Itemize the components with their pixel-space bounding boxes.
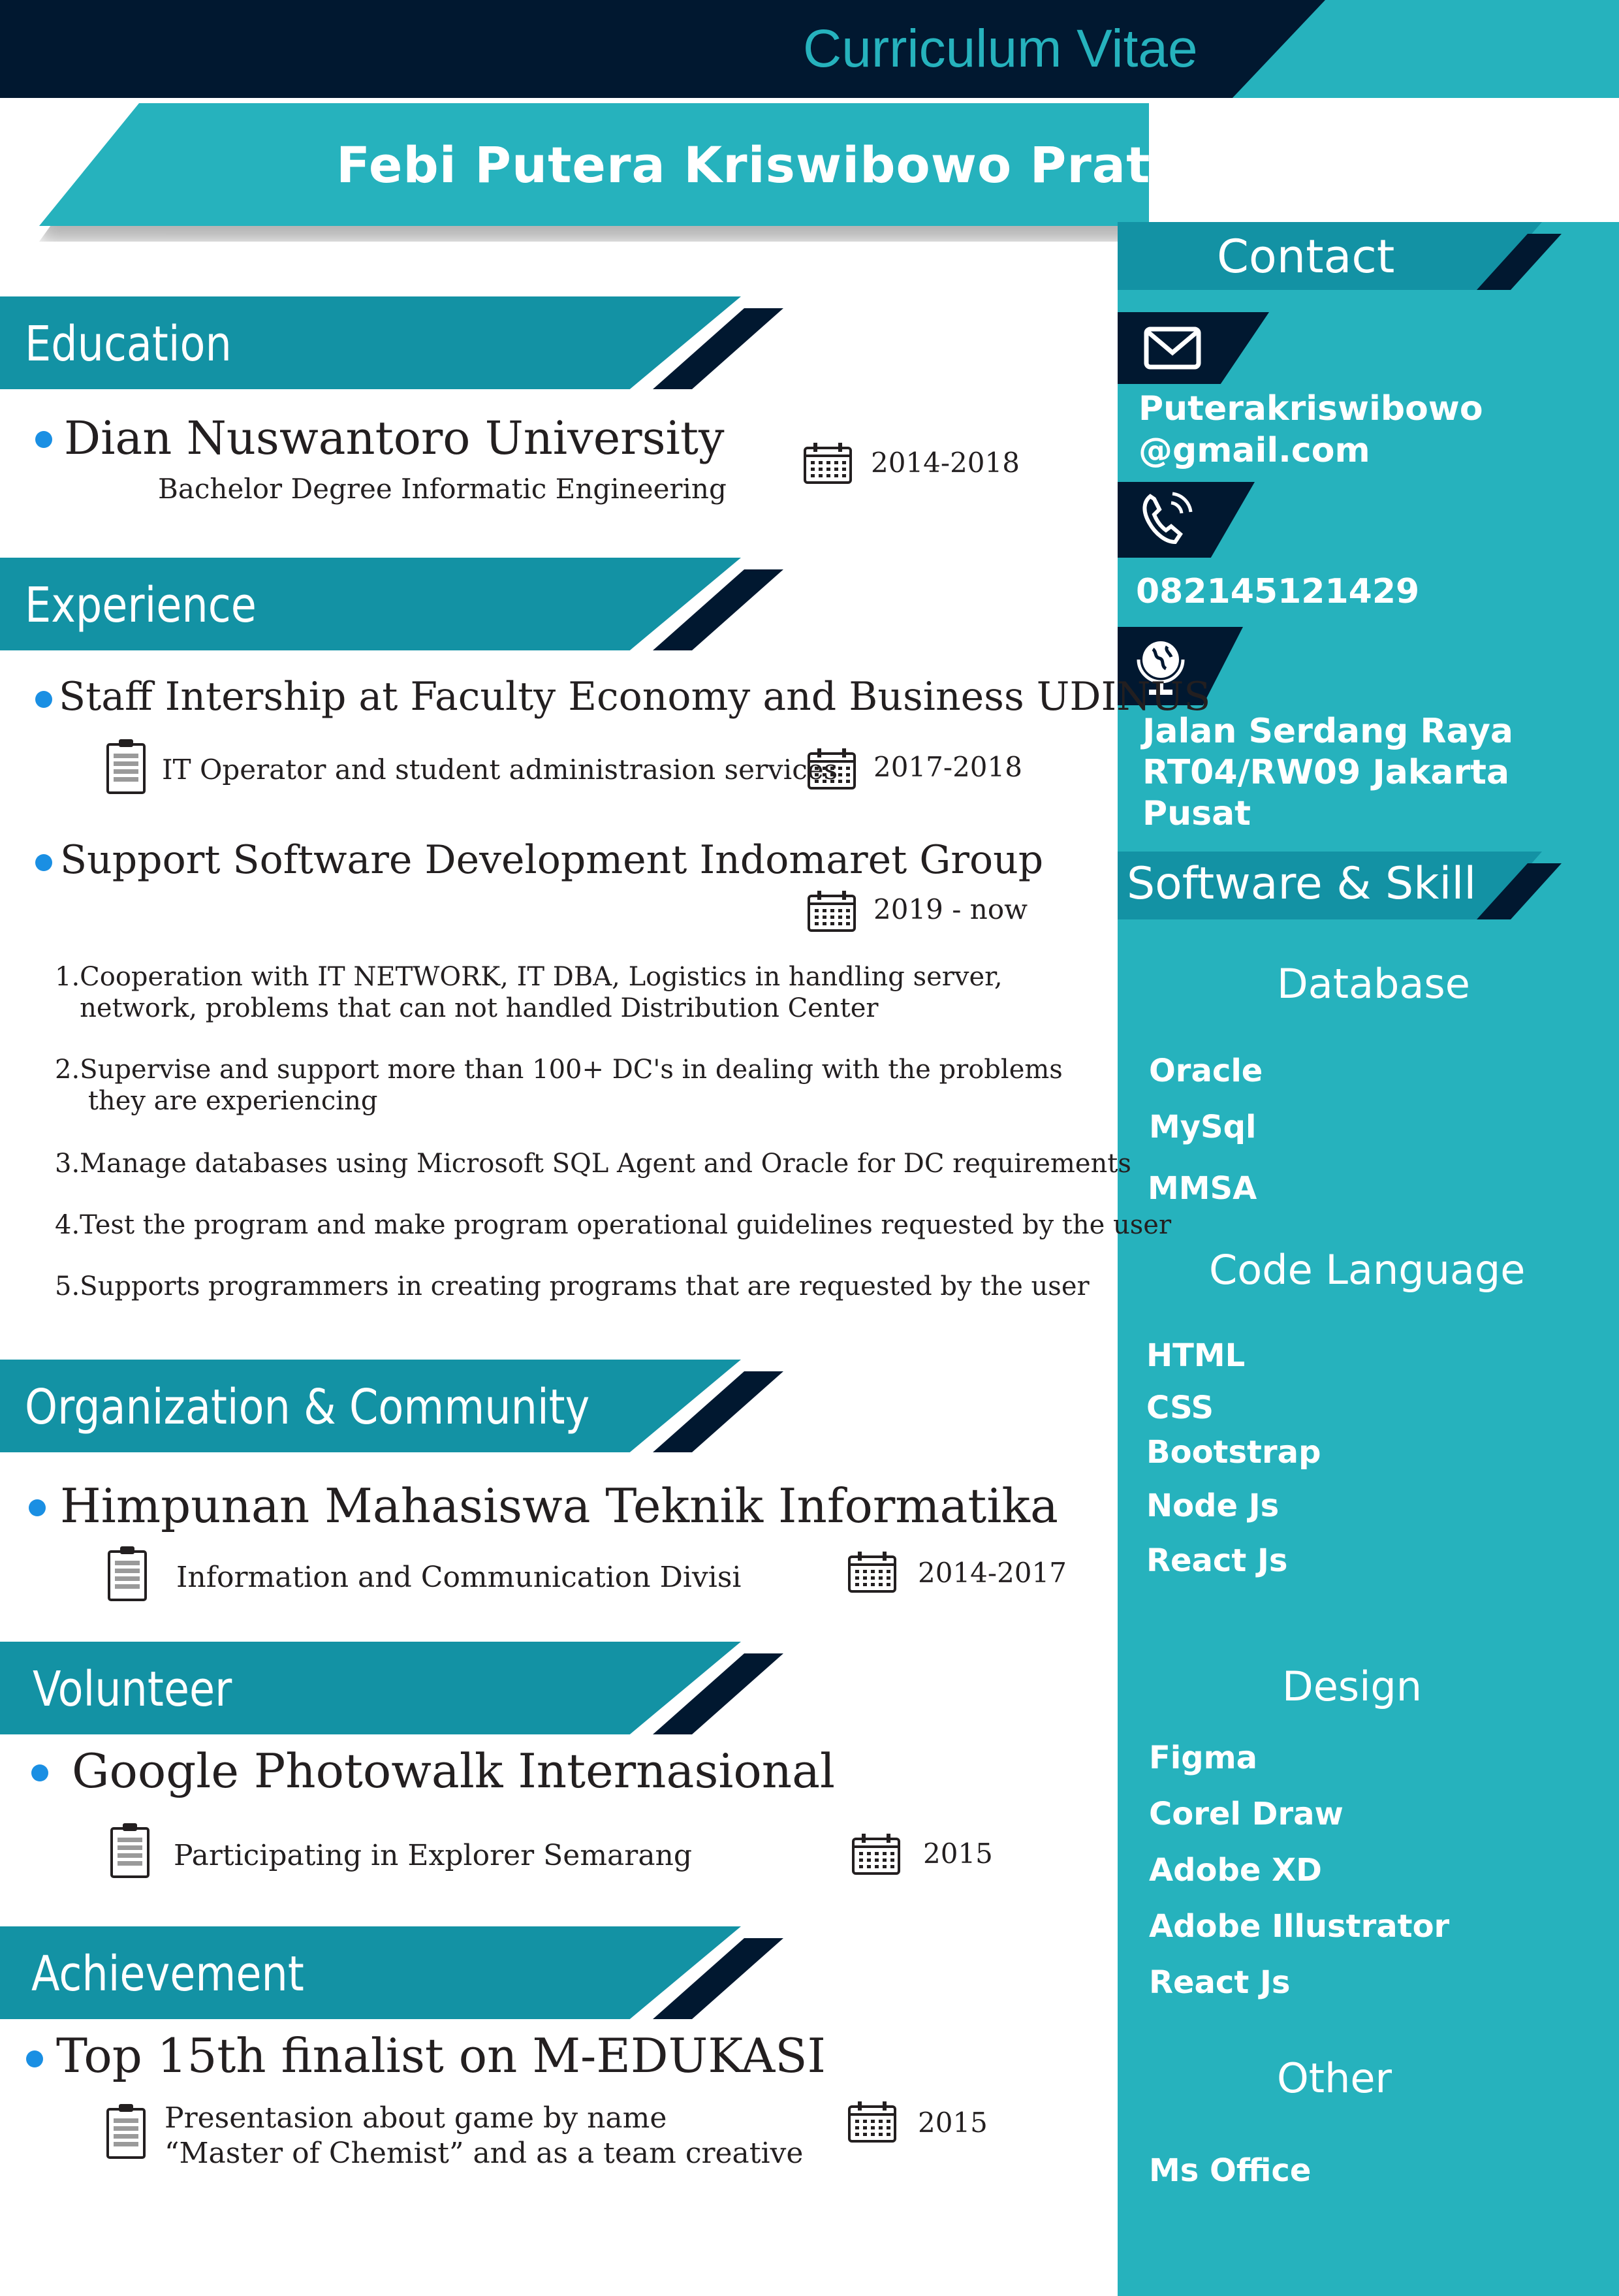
code-item: HTML [1146, 1337, 1246, 1374]
education-header: Education [0, 296, 783, 389]
achievement-name: Top 15th finalist on M-EDUKASI [56, 2028, 826, 2083]
volunteer-heading: Volunteer [33, 1661, 232, 1717]
education-years: 2014-2018 [871, 447, 1020, 479]
design-title: Design [1282, 1663, 1423, 1710]
cv-title: Curriculum Vitae [803, 19, 1198, 78]
name-band [39, 103, 1149, 226]
address-line-2: RT04/RW09 Jakarta [1142, 753, 1510, 792]
experience-header: Experience [0, 558, 783, 650]
job2-duty: 2.Supervise and support more than 100+ D… [55, 1055, 1063, 1116]
clipboard-icon [106, 738, 146, 794]
bullet [35, 854, 52, 871]
bullet [31, 1764, 48, 1781]
email-line-2: @gmail.com [1139, 431, 1370, 470]
calendar-icon [848, 2100, 896, 2143]
achievement-years: 2015 [918, 2107, 988, 2139]
job1-title: Staff Intership at Faculty Economy and B… [59, 674, 1211, 720]
volunteer-header: Volunteer [0, 1642, 783, 1734]
job2-title: Support Software Development Indomaret G… [60, 837, 1044, 883]
database-item: MMSA [1148, 1170, 1257, 1207]
email-line-1: Puterakriswibowo [1139, 389, 1483, 428]
job1-years: 2017-2018 [873, 751, 1022, 783]
full-name: Febi Putera Kriswibowo Pratama [336, 136, 1272, 194]
section-band [0, 296, 741, 389]
code-item: CSS [1146, 1390, 1214, 1426]
skills-header-band [1118, 852, 1542, 919]
contact-heading: Contact [1217, 230, 1395, 283]
achievement-detail-line-1: Presentasion about game by name [165, 2101, 667, 2135]
code-item: React Js [1146, 1542, 1288, 1579]
education-school: Dian Nuswantoro University [64, 411, 725, 465]
volunteer-detail: Participating in Explorer Semarang [174, 1839, 693, 1872]
bullet [35, 691, 52, 708]
skills-heading: Software & Skill [1127, 858, 1477, 910]
address-line-3: Pusat [1142, 794, 1251, 833]
education-heading: Education [25, 316, 232, 372]
experience-heading: Experience [25, 577, 257, 633]
section-band [0, 1642, 741, 1734]
clipboard-icon [110, 1822, 149, 1878]
section-band [0, 558, 741, 650]
job2-duty: 1.Cooperation with IT NETWORK, IT DBA, L… [55, 962, 1003, 1023]
job2-years: 2019 - now [873, 893, 1028, 925]
organization-name: Himpunan Mahasiswa Teknik Informatika [60, 1478, 1058, 1533]
other-item: Ms Office [1149, 2152, 1312, 2189]
address-line-1: Jalan Serdang Raya [1142, 712, 1514, 751]
bullet [35, 431, 52, 448]
calendar-icon [804, 441, 852, 484]
organization-heading: Organization & Community [25, 1379, 590, 1435]
job2-duty: 5.Supports programmers in creating progr… [55, 1271, 1090, 1301]
code-item: Bootstrap [1146, 1434, 1321, 1471]
achievement-detail-line-2: “Master of Chemist” and as a team creati… [165, 2137, 804, 2170]
design-item: Adobe XD [1149, 1852, 1322, 1889]
achievement-heading: Achievement [31, 1946, 304, 2002]
code-item: Node Js [1146, 1488, 1280, 1524]
calendar-icon [808, 889, 856, 932]
code-language-title: Code Language [1209, 1246, 1526, 1294]
globe-icon [1137, 641, 1185, 695]
envelope-icon [1144, 327, 1201, 370]
database-title: Database [1277, 960, 1470, 1008]
job2-duty: 4.Test the program and make program oper… [55, 1210, 1172, 1240]
bullet [29, 1499, 46, 1516]
organization-division: Information and Communication Divisi [176, 1561, 742, 1594]
section-band [0, 1360, 741, 1452]
volunteer-years: 2015 [923, 1838, 993, 1870]
contact-header-band [1118, 222, 1542, 290]
database-item: Oracle [1149, 1053, 1263, 1089]
calendar-icon [808, 747, 856, 789]
top-banner [0, 0, 1325, 98]
design-item: Figma [1149, 1740, 1258, 1776]
achievement-header: Achievement [0, 1926, 783, 2019]
education-degree: Bachelor Degree Informatic Engineering [158, 473, 727, 505]
design-item: Corel Draw [1149, 1796, 1344, 1832]
clipboard-icon [108, 1545, 147, 1601]
phone-number: 082145121429 [1136, 572, 1420, 611]
phone-icon [1142, 492, 1193, 545]
job1-role: IT Operator and student administrasion s… [162, 754, 838, 786]
job2-duty: 3.Manage databases using Microsoft SQL A… [55, 1149, 1131, 1179]
organization-years: 2014-2017 [918, 1557, 1067, 1589]
clipboard-icon [106, 2103, 146, 2159]
section-band [0, 1926, 741, 2019]
calendar-icon [848, 1550, 896, 1593]
other-title: Other [1277, 2054, 1392, 2102]
volunteer-name: Google Photowalk Internasional [72, 1744, 836, 1798]
design-item: Adobe Illustrator [1149, 1908, 1450, 1945]
database-item: MySql [1149, 1109, 1257, 1145]
right-sidebar [1118, 222, 1619, 2296]
organization-header: Organization & Community [0, 1360, 783, 1452]
calendar-icon [852, 1832, 900, 1875]
design-item: React Js [1149, 1964, 1291, 2001]
bullet [26, 2050, 43, 2067]
